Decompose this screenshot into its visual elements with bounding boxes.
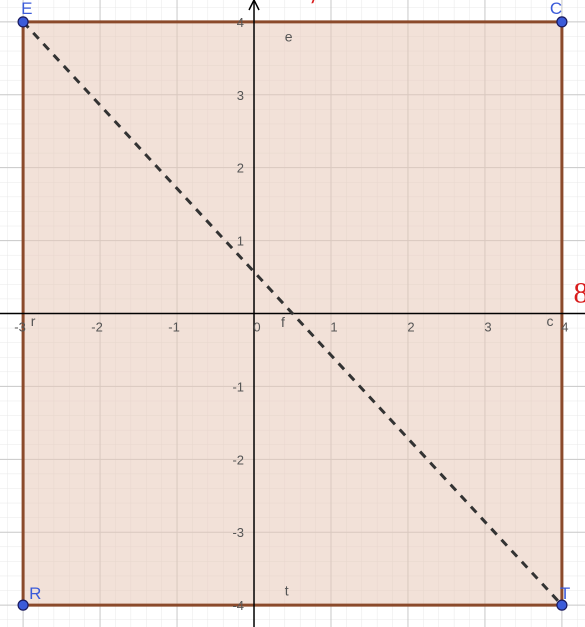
svg-text:E: E [21,0,32,18]
svg-text:1: 1 [237,234,244,249]
svg-text:2: 2 [237,161,244,176]
svg-text:r: r [31,313,36,329]
svg-text:R: R [29,584,41,603]
svg-text:2: 2 [407,320,414,335]
plot-svg: -3 -2 -1 0 1 2 3 4 -4 -3 -2 -1 1 2 3 4 e c t r f E C R T 7 8 [0,0,585,627]
svg-text:f: f [281,314,285,330]
svg-text:7: 7 [306,0,324,11]
svg-text:-2: -2 [91,320,103,335]
svg-text:t: t [285,583,289,599]
svg-text:8: 8 [573,277,585,310]
svg-text:c: c [547,313,554,329]
svg-text:-1: -1 [232,379,244,394]
svg-text:4: 4 [561,320,568,335]
coordinate-plot: -3 -2 -1 0 1 2 3 4 -4 -3 -2 -1 1 2 3 4 e c t r f E C R T 7 8 [0,0,585,627]
svg-text:-2: -2 [232,452,244,467]
svg-text:4: 4 [237,15,244,30]
svg-text:C: C [550,0,562,18]
svg-text:-3: -3 [232,525,244,540]
svg-text:T: T [560,584,570,603]
svg-text:-3: -3 [14,320,26,335]
svg-text:-4: -4 [232,598,244,613]
svg-text:0: 0 [253,320,260,335]
svg-text:e: e [285,28,293,44]
svg-text:1: 1 [330,320,337,335]
svg-text:-1: -1 [168,320,180,335]
svg-text:3: 3 [237,88,244,103]
svg-text:3: 3 [484,320,491,335]
